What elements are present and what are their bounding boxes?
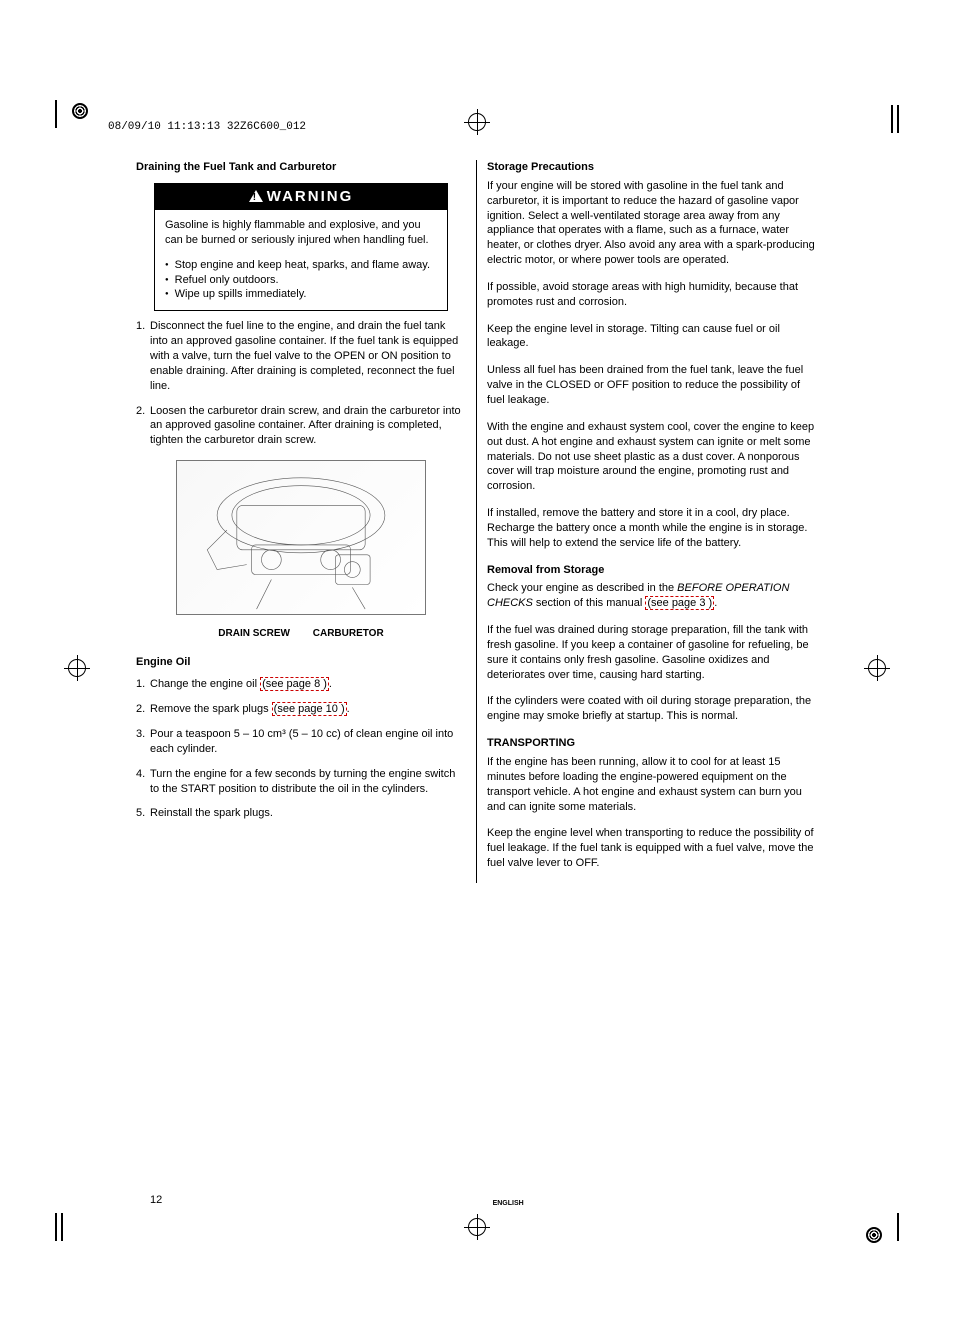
warning-title: WARNING xyxy=(267,188,354,205)
crop-mark-tl xyxy=(55,100,57,133)
body-text: If the fuel was drained during storage p… xyxy=(487,623,818,682)
step-text: Loosen the carburetor drain screw, and d… xyxy=(150,404,466,449)
step-number: 3. xyxy=(136,727,150,757)
step-number: 2. xyxy=(136,702,150,717)
page-ref-link[interactable]: (see page 8 ) xyxy=(260,677,329,691)
registration-target-tl xyxy=(72,103,88,119)
warning-bullet: Refuel only outdoors. xyxy=(165,273,437,288)
body-text: Keep the engine level in storage. Tiltin… xyxy=(487,322,818,352)
oil-steps: 1.Change the engine oil (see page 8 ). 2… xyxy=(136,677,466,821)
page-ref-link[interactable]: (see page 3 ) xyxy=(645,596,714,610)
engine-illustration xyxy=(177,461,425,614)
registration-mark-top xyxy=(468,113,486,131)
page-number: 12 xyxy=(150,1193,162,1208)
language-label: ENGLISH xyxy=(493,1199,524,1208)
warning-bullet: Stop engine and keep heat, sparks, and f… xyxy=(165,258,437,273)
print-timestamp: 08/09/10 11:13:13 32Z6C600_012 xyxy=(108,120,306,135)
warning-body: Gasoline is highly flammable and explosi… xyxy=(155,210,447,310)
heading-draining: Draining the Fuel Tank and Carburetor xyxy=(136,160,466,175)
heading-removal: Removal from Storage xyxy=(487,563,818,578)
heading-storage-precautions: Storage Precautions xyxy=(487,160,818,175)
step-number: 1. xyxy=(136,319,150,393)
step-text: Pour a teaspoon 5 – 10 cm³ (5 – 10 cc) o… xyxy=(150,727,466,757)
step-number: 5. xyxy=(136,806,150,821)
label-drain-screw: DRAIN SCREW xyxy=(218,628,290,639)
body-text: Unless all fuel has been drained from th… xyxy=(487,363,818,408)
body-text: If the engine has been running, allow it… xyxy=(487,755,818,814)
right-column: Storage Precautions If your engine will … xyxy=(477,160,824,883)
drain-steps: 1.Disconnect the fuel line to the engine… xyxy=(136,319,466,448)
warning-bullets: Stop engine and keep heat, sparks, and f… xyxy=(165,258,437,303)
step-text: Remove the spark plugs (see page 10 ). xyxy=(150,702,466,717)
label-carburetor: CARBURETOR xyxy=(313,628,384,639)
registration-target-br xyxy=(866,1227,882,1243)
left-column: Draining the Fuel Tank and Carburetor WA… xyxy=(130,160,477,883)
carburetor-diagram xyxy=(176,460,426,615)
crop-mark-br xyxy=(897,1213,899,1246)
body-text: If the cylinders were coated with oil du… xyxy=(487,694,818,724)
step-number: 4. xyxy=(136,767,150,797)
step-text: Reinstall the spark plugs. xyxy=(150,806,466,821)
warning-header: WARNING xyxy=(155,184,447,210)
step-number: 1. xyxy=(136,677,150,692)
page-ref-link[interactable]: (see page 10 ) xyxy=(272,702,347,716)
heading-engine-oil: Engine Oil xyxy=(136,655,466,670)
body-text: If installed, remove the battery and sto… xyxy=(487,506,818,551)
step-text: Turn the engine for a few seconds by tur… xyxy=(150,767,466,797)
crop-mark-tr xyxy=(891,105,899,138)
step-number: 2. xyxy=(136,404,150,449)
page-footer: 12 xyxy=(130,1193,824,1208)
registration-mark-left xyxy=(68,659,86,677)
body-text: Keep the engine level when transporting … xyxy=(487,826,818,871)
warning-triangle-icon xyxy=(249,190,263,202)
diagram-labels: DRAIN SCREW CARBURETOR xyxy=(136,627,466,641)
registration-mark-bottom xyxy=(468,1218,486,1236)
body-text: If your engine will be stored with gasol… xyxy=(487,179,818,268)
step-text: Change the engine oil (see page 8 ). xyxy=(150,677,466,692)
warning-bullet: Wipe up spills immediately. xyxy=(165,287,437,302)
warning-box: WARNING Gasoline is highly flammable and… xyxy=(154,183,448,311)
heading-transporting: TRANSPORTING xyxy=(487,736,818,751)
body-text: With the engine and exhaust system cool,… xyxy=(487,420,818,494)
registration-mark-right xyxy=(868,659,886,677)
warning-text: Gasoline is highly flammable and explosi… xyxy=(165,218,437,248)
crop-mark-bl xyxy=(55,1213,63,1246)
body-text: If possible, avoid storage areas with hi… xyxy=(487,280,818,310)
step-text: Disconnect the fuel line to the engine, … xyxy=(150,319,466,393)
body-text: Check your engine as described in the BE… xyxy=(487,581,818,611)
page-content: Draining the Fuel Tank and Carburetor WA… xyxy=(130,160,824,1216)
